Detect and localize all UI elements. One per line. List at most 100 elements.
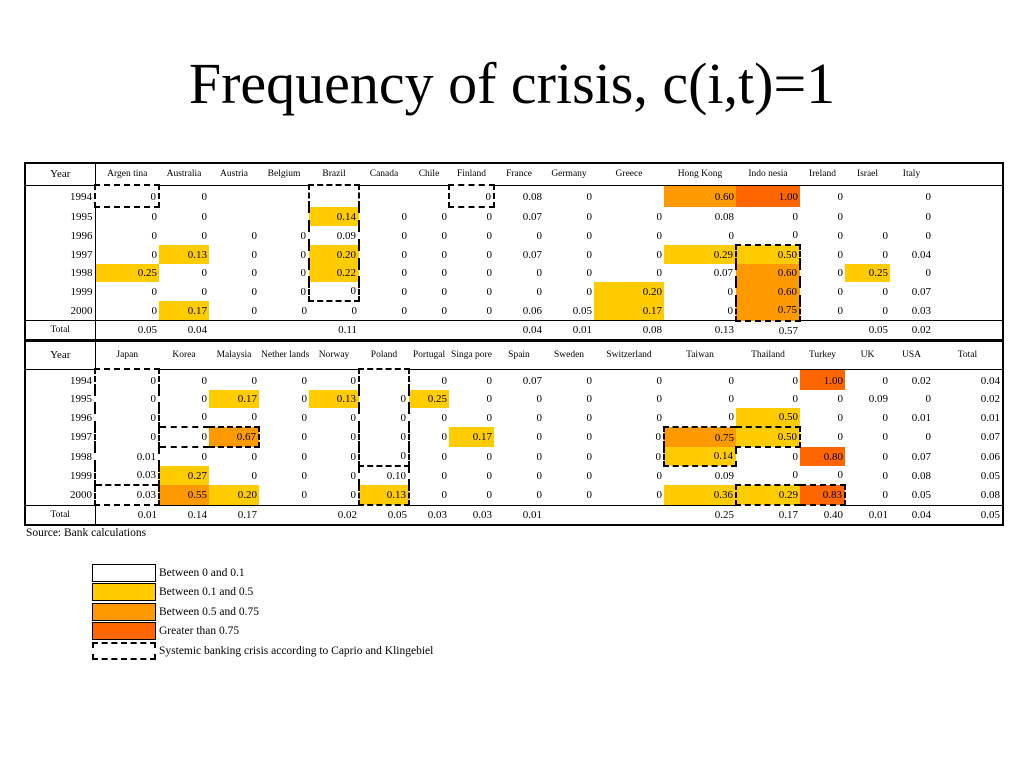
value-cell: 0 [655, 431, 662, 443]
value-cell: 0.10 [358, 465, 410, 485]
value-cell: 0.14 [308, 207, 360, 226]
value-cell: 0 [358, 447, 410, 467]
value-cell: 0 [656, 488, 663, 501]
total-cell: 0.01 [494, 504, 544, 525]
value-cell [409, 185, 449, 207]
value-cell: 0.17 [209, 390, 259, 408]
value-cell: 0 [656, 374, 663, 387]
value-cell: 0 [837, 469, 844, 481]
country-header: Singa pore [449, 340, 494, 370]
country-header: Argen tina [95, 163, 159, 186]
country-header: Chile [409, 163, 449, 186]
value-cell: 0 [350, 488, 357, 501]
value-cell: 0 [586, 450, 593, 463]
table-row: 2000 0 0.17 0 0 0 0 0 0 0.06 0.05 0.17 0 0.75 0 0 0.03 [25, 301, 1003, 322]
value-cell: 0.20 [594, 282, 664, 301]
value-cell: 0.29 [664, 245, 736, 264]
value-cell: 0.22 [308, 264, 360, 282]
value-cell: 0 [656, 248, 663, 261]
value-cell: 0 [300, 229, 307, 242]
value-cell: 0 [586, 469, 593, 482]
value-cell: 0 [882, 488, 889, 501]
value-cell: 0 [586, 210, 593, 223]
value-cell: 0.08 [980, 488, 1000, 501]
country-header: Belgium [259, 163, 309, 186]
value-cell: 0.50 [735, 244, 801, 264]
table-row: 1999 0 0 0 0 0 0 0 0 0 0 0.20 0 0.60 0 0 0.07 [25, 282, 1003, 302]
value-cell: 0 [300, 248, 307, 261]
value-cell: 0 [251, 374, 258, 387]
value-cell: 0 [308, 282, 360, 302]
value-cell: 0 [536, 469, 543, 482]
country-header: Spain [494, 340, 544, 370]
value-cell: 0 [94, 390, 160, 408]
value-cell: 0.05 [572, 304, 592, 317]
value-cell: 0.07 [522, 210, 542, 223]
value-cell: 0 [401, 248, 408, 261]
value-cell: 0.04 [911, 248, 931, 261]
value-cell: 0.07 [911, 450, 931, 463]
value-cell: 0 [792, 451, 799, 463]
value-cell [845, 185, 890, 207]
value-cell: 0 [201, 267, 208, 279]
value-cell: 0 [301, 488, 308, 501]
value-cell: 0 [486, 267, 493, 279]
total-cell: 0.11 [309, 320, 359, 341]
value-cell: 0.08 [522, 191, 542, 204]
country-header: Total [933, 340, 1003, 370]
legend-item: Between 0 and 0.1 [92, 563, 433, 583]
table-row: 1994 0 0 0 0 0 0 0 0.07 0 0 0 0 1.00 0 0.02 0.04 [25, 368, 1003, 390]
value-cell: 0.13 [309, 390, 359, 408]
value-cell: 0 [728, 411, 735, 423]
value-cell: 0 [882, 411, 889, 424]
country-header: Indo nesia [736, 163, 800, 186]
value-cell: 0.07 [980, 431, 1000, 443]
value-cell: 0 [837, 431, 844, 443]
value-cell: 0.05 [980, 469, 1000, 482]
total-cell: 0.04 [494, 320, 544, 341]
total-cell: 0.03 [449, 504, 494, 525]
country-header: Canada [359, 163, 409, 186]
table-row: 1997 0 0 0.67 0 0 0 0 0.17 0 0 0 0.75 0.50 0 0 0 0.07 [25, 426, 1003, 448]
value-cell: 0.67 [209, 426, 260, 448]
value-cell: 0.17 [594, 301, 664, 321]
value-cell: 0 [94, 408, 160, 427]
country-header: USA [890, 340, 933, 370]
value-cell: 0 [536, 267, 543, 279]
value-cell: 0 [441, 285, 448, 298]
total-cell [800, 320, 845, 341]
value-cell: 0 [351, 305, 358, 317]
value-cell: 0 [656, 267, 663, 279]
value-cell: 0.03 [911, 304, 931, 317]
value-cell: 0.06 [980, 450, 1000, 463]
country-header: Norway [309, 340, 359, 370]
legend-swatch [92, 602, 156, 621]
value-cell: 0 [536, 393, 543, 405]
year-cell: 1995 [25, 207, 96, 226]
value-cell: 0.25 [95, 264, 159, 282]
value-cell: 0 [586, 374, 593, 387]
country-header: Brazil [309, 163, 359, 186]
value-cell: 0.09 [868, 393, 888, 405]
value-cell: 0 [486, 488, 493, 501]
total-cell: 0.01 [95, 504, 159, 525]
value-cell: 0.05 [911, 488, 931, 501]
value-cell: 0 [536, 229, 543, 242]
total-cell [259, 320, 309, 341]
value-cell: 0 [486, 211, 493, 223]
value-cell: 0.09 [714, 470, 734, 482]
crisis-table-1: Year Argen tina Australia Austria Belgium Bra… [24, 162, 1004, 342]
value-cell [933, 207, 1003, 226]
value-cell: 0 [656, 210, 663, 223]
value-cell: 0 [201, 210, 208, 223]
value-cell: 0 [301, 450, 308, 463]
value-cell: 0 [882, 374, 889, 387]
value-cell: 0 [350, 374, 357, 387]
country-header: Finland [449, 163, 494, 186]
value-cell [933, 185, 1003, 207]
table-row: 1995 0 0 0.14 0 0 0 0.07 0 0 0.08 0 0 0 [25, 207, 1003, 226]
value-cell: 0 [925, 431, 932, 443]
total-cell: 0.03 [409, 504, 449, 525]
value-cell: 0 [656, 411, 663, 424]
value-cell: 0 [201, 451, 208, 463]
